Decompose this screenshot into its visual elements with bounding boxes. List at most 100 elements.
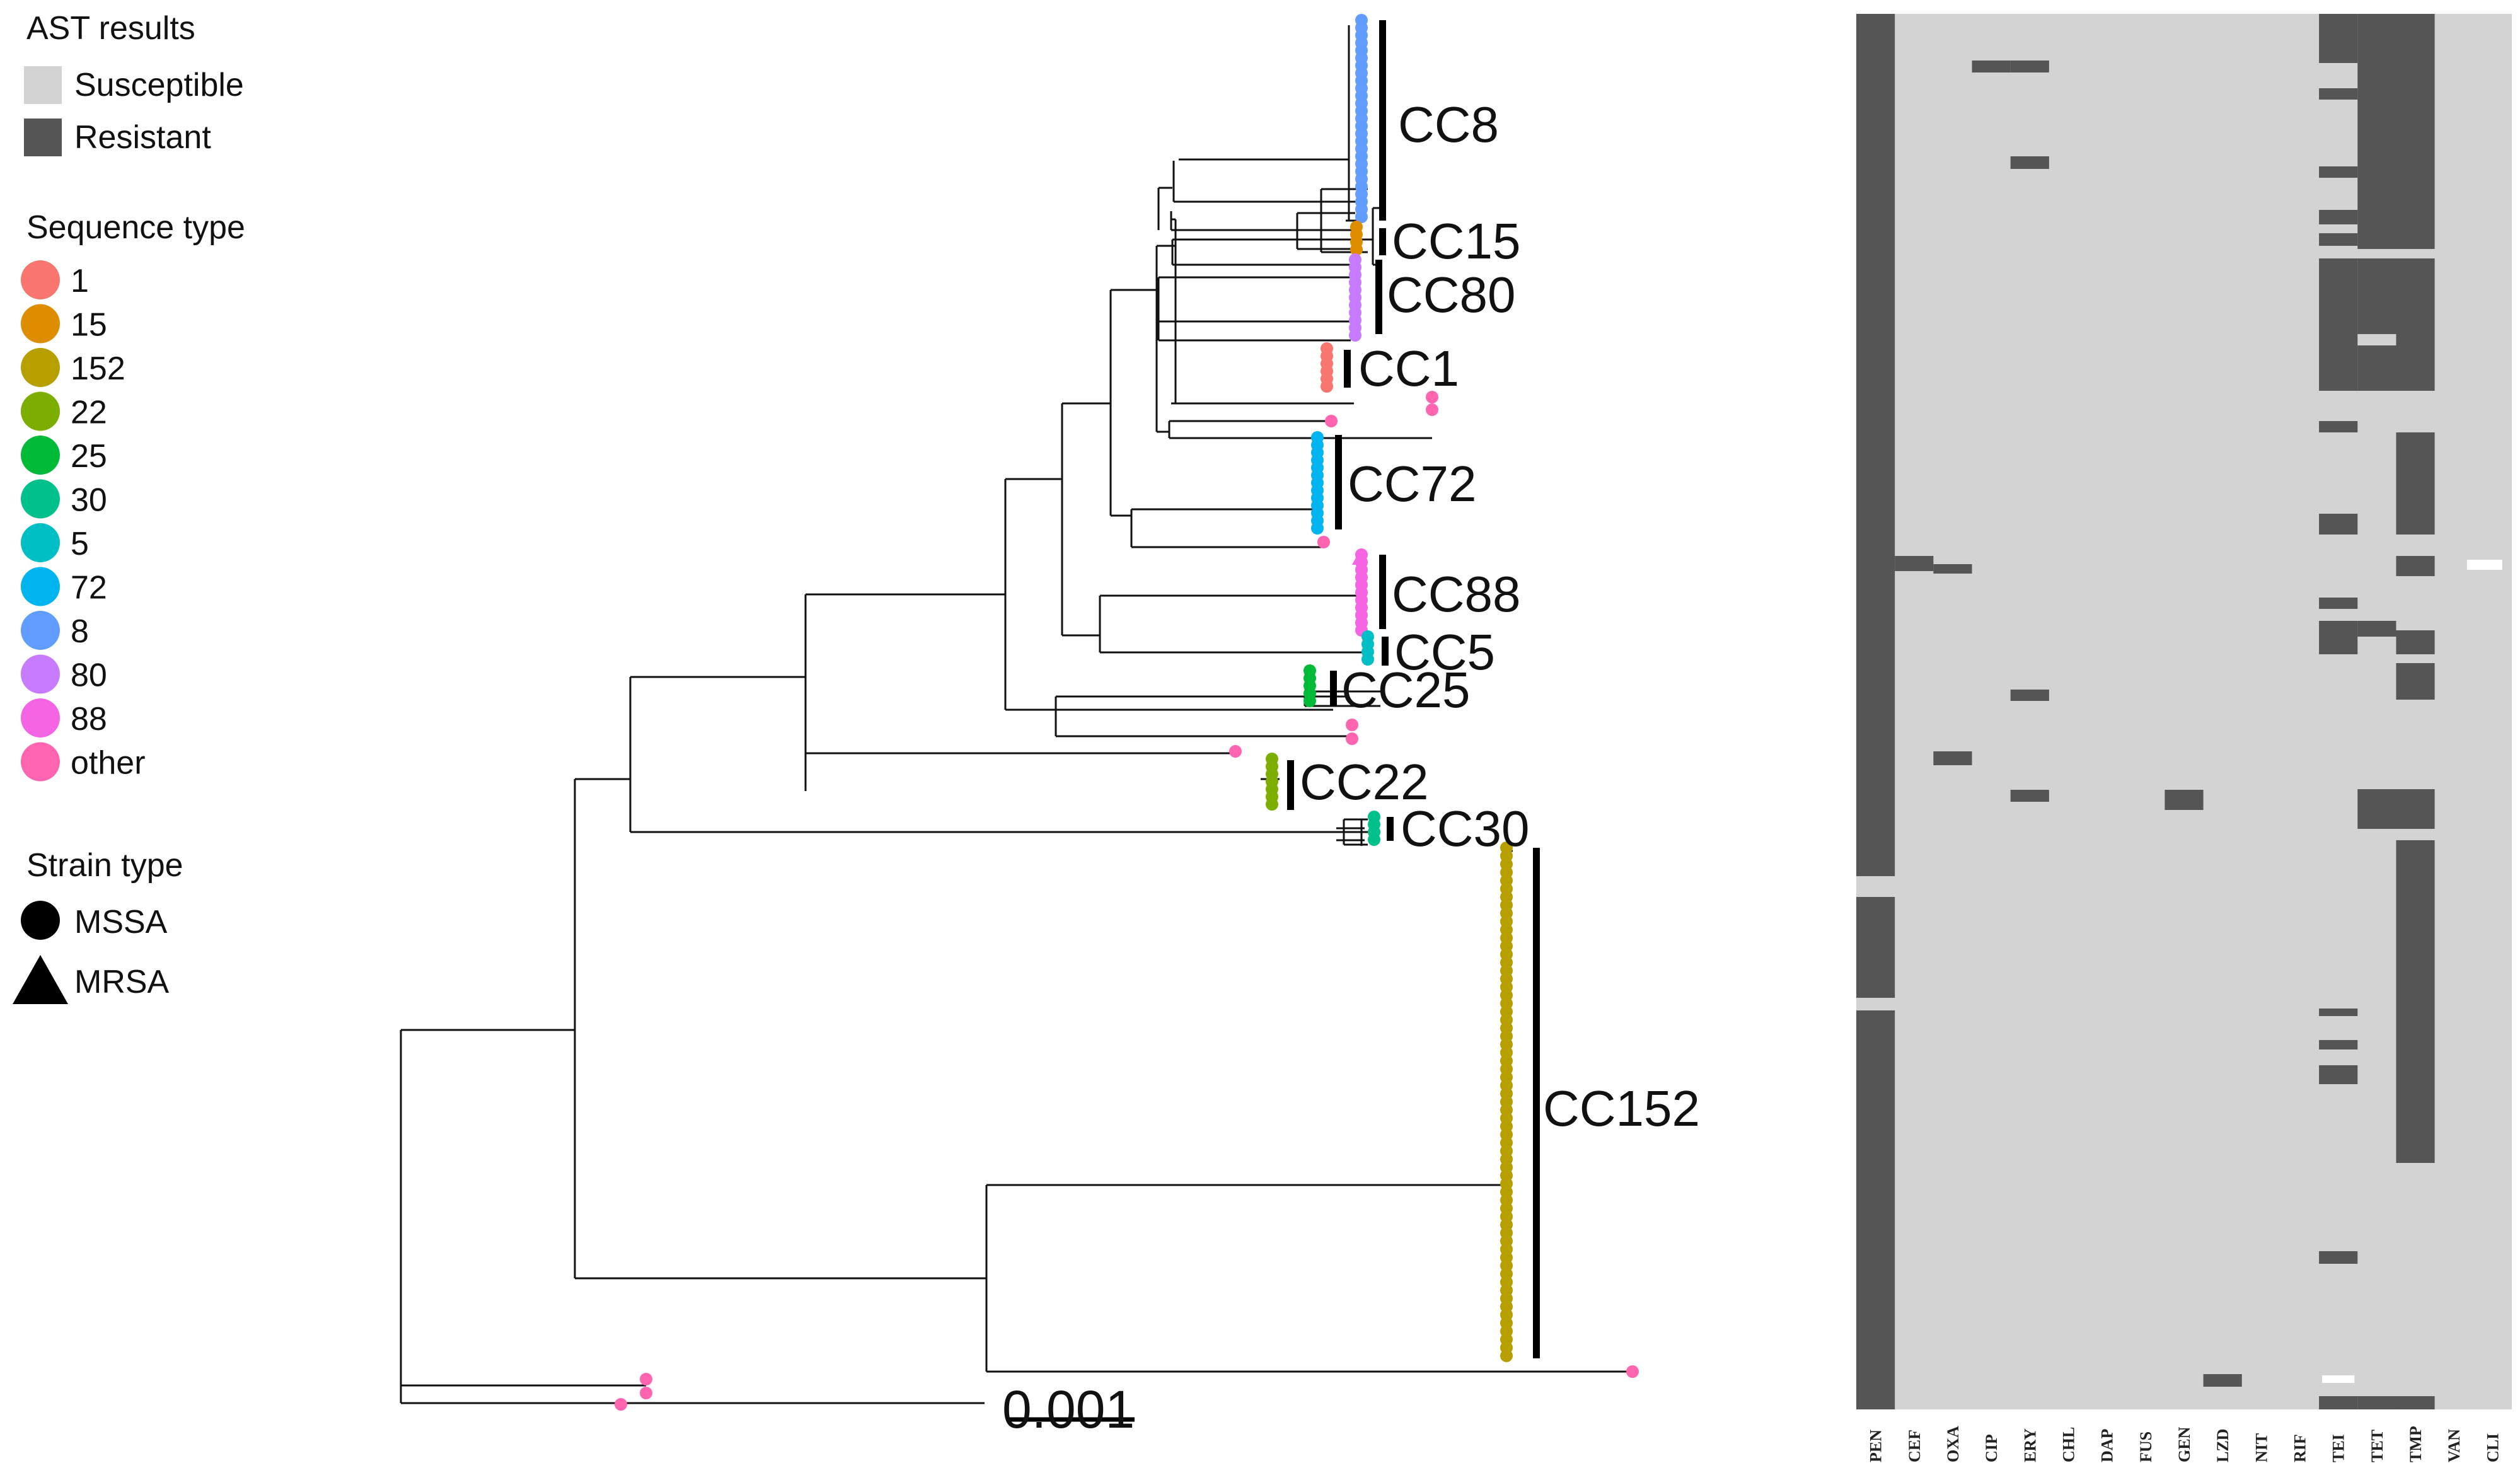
resistant-cell-tet (2357, 789, 2396, 829)
clade-label-cc25: CC25 (1341, 662, 1471, 718)
sequence-type-legend-title: Sequence type (26, 209, 245, 246)
resistant-cell-tmp (2396, 1396, 2435, 1409)
resistant-cell-ery (2010, 61, 2049, 72)
resistant-cell-tmp (2396, 14, 2435, 249)
resistant-cell-cip (1972, 61, 2011, 72)
heatmap-column-label-pen: PEN (1867, 1430, 1885, 1462)
tip-other (640, 1373, 652, 1385)
st-swatch-25 (21, 436, 60, 475)
tip-other (1229, 745, 1242, 758)
tip-st15 (1350, 243, 1363, 256)
resistant-cell-tmp (2396, 432, 2435, 535)
tip-st5 (1361, 653, 1374, 666)
clade-bar-cc152 (1533, 848, 1540, 1358)
heatmap-column-label-cip: CIP (1982, 1434, 2001, 1462)
tip-other (1317, 536, 1330, 548)
st-label-1: 1 (71, 263, 89, 299)
st-label-15: 15 (71, 307, 107, 344)
tip-other (1325, 415, 1338, 427)
resistant-cell-tmp (2396, 789, 2435, 829)
resistant-cell-tei (2319, 514, 2358, 535)
heatmap-column-label-tmp: TMP (2407, 1426, 2425, 1462)
resistant-cell-tei (2319, 258, 2358, 391)
heatmap-column-label-van: VAN (2445, 1429, 2463, 1462)
st-label-152: 152 (71, 350, 125, 387)
st-label-5: 5 (71, 526, 89, 562)
sequence-type-legend: Sequence type 1 15 152 22 25 30 5 72 8 80 88 other (21, 209, 245, 782)
tip-other (1346, 719, 1358, 731)
resistant-cell-lzd (2203, 1374, 2242, 1387)
tip-st22 (1266, 798, 1278, 811)
resistant-cell-pen (1856, 14, 1895, 876)
resistant-label: Resistant (74, 119, 211, 156)
tip-other (615, 1398, 627, 1411)
resistant-cell-tei (2319, 621, 2358, 654)
st-swatch-72 (21, 567, 60, 606)
tip-st152 (1500, 1350, 1513, 1362)
resistant-cell-tei (2319, 421, 2358, 432)
resistant-cell-tmp (2396, 630, 2435, 654)
strain-type-legend-title: Strain type (26, 847, 183, 884)
clade-bar-cc30 (1387, 817, 1394, 841)
resistant-cell-cef (1895, 556, 1934, 571)
tip-other (640, 1387, 652, 1399)
st-label-80: 80 (71, 657, 107, 694)
resistant-cell-tet (2357, 14, 2396, 249)
clade-bar-cc72 (1335, 435, 1342, 529)
clade-label-cc22: CC22 (1300, 754, 1429, 810)
strain-type-legend: Strain type MSSA MRSA (13, 847, 183, 1004)
resistant-cell-pen (1856, 897, 1895, 998)
st-swatch-80 (21, 654, 60, 694)
tip-st8 (1355, 211, 1368, 223)
clade-bar-cc22 (1287, 760, 1294, 810)
st-swatch-5 (21, 523, 60, 562)
heatmap-column-label-dap: DAP (2098, 1428, 2117, 1462)
st-label-25: 25 (71, 438, 107, 475)
tip-other (1426, 391, 1438, 403)
heatmap-column-labels: PEN CEF OXA CIP ERY CHL DAP FUS GEN LZD NIT RIF TEI T… (1867, 1426, 2502, 1462)
heatmap-column-label-ery: ERY (2021, 1428, 2039, 1462)
tip-mrsa-triangle (1352, 551, 1367, 565)
st-label-other: other (71, 745, 146, 782)
missing-cell-tei (2322, 1375, 2355, 1383)
clade-label-cc1: CC1 (1358, 340, 1459, 396)
st-swatch-other (21, 742, 60, 782)
scale-bar: 0.001 (1002, 1380, 1135, 1439)
clade-bar-cc1 (1344, 350, 1351, 388)
susceptible-swatch (24, 66, 62, 104)
heatmap-column-label-chl: CHL (2059, 1427, 2078, 1462)
resistant-cell-tei (2319, 1065, 2358, 1084)
mssa-label: MSSA (74, 904, 168, 940)
resistant-cell-tmp (2396, 663, 2435, 700)
missing-cell-cli (2466, 560, 2502, 570)
st-label-30: 30 (71, 482, 107, 519)
clade-label-cc88: CC88 (1392, 566, 1521, 622)
resistant-cell-tei (2319, 88, 2358, 100)
st-swatch-1 (21, 260, 60, 299)
heatmap-cells (1856, 14, 2512, 1409)
clade-bar-cc88 (1379, 555, 1386, 629)
clade-bar-cc5 (1382, 637, 1389, 666)
tip-st80 (1349, 329, 1361, 342)
heatmap-column-label-rif: RIF (2291, 1434, 2309, 1462)
resistant-cell-tei (2319, 233, 2358, 246)
resistant-cell-pen (1856, 1010, 1895, 1409)
heatmap-column-label-fus: FUS (2137, 1431, 2155, 1462)
heatmap-column-label-tet: TET (2368, 1430, 2386, 1462)
tip-st30 (1368, 833, 1380, 846)
resistant-cell-ery (2010, 156, 2049, 169)
mssa-circle-icon (21, 901, 60, 940)
clade-label-cc80: CC80 (1387, 267, 1516, 323)
st-swatch-30 (21, 479, 60, 519)
st-label-88: 88 (71, 701, 107, 737)
resistant-cell-oxa (1933, 751, 1972, 765)
st-label-72: 72 (71, 570, 107, 606)
clade-bar-cc8 (1379, 20, 1386, 221)
resistant-cell-tei (2319, 1009, 2358, 1016)
tip-st72 (1311, 522, 1324, 535)
resistant-cell-tmp (2396, 840, 2435, 1163)
resistant-cell-tei (2319, 210, 2358, 224)
ast-heatmap: PEN CEF OXA CIP ERY CHL DAP FUS GEN LZD NIT RIF TEI T… (1856, 14, 2512, 1462)
